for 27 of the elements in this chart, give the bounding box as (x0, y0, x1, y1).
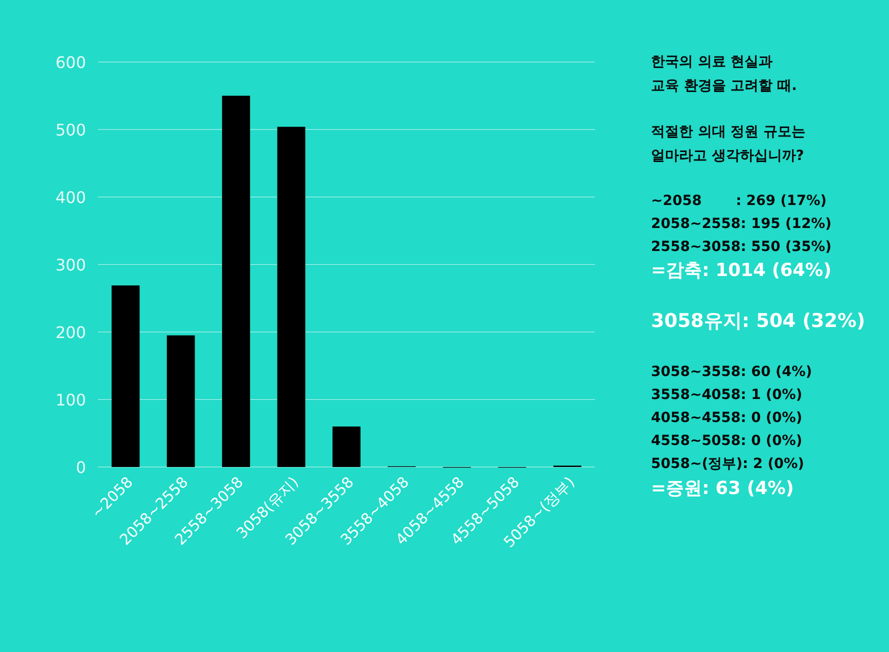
text: =감축: 1014 (64%) (651, 260, 832, 281)
text: ~2058 : 269 (17%) (651, 193, 827, 209)
text: =증원: 63 (4%) (651, 478, 794, 499)
text: 2558~3058: 550 (35%) (651, 239, 832, 255)
y-tick-label: 300 (55, 256, 86, 274)
y-tick-label: 0 (76, 458, 86, 477)
bar (277, 126, 306, 467)
bar (222, 96, 250, 467)
y-tick-label: 500 (55, 120, 86, 140)
text: 얼마라고 생각하십니까? (651, 148, 804, 164)
y-tick-label: 600 (55, 53, 86, 72)
y-tick-label: 100 (55, 390, 86, 410)
y-tick-label: 200 (55, 323, 86, 342)
text: 3058~3558: 60 (4%) (651, 364, 812, 380)
text: 4058~4558: 0 (0%) (651, 410, 802, 426)
text: 2058~2558: 195 (12%) (651, 216, 832, 232)
bar (166, 335, 195, 467)
text: 한국의 의료 현실과 (651, 54, 773, 70)
y-tick-label: 400 (55, 188, 86, 207)
text: 교육 환경을 고려할 때. (651, 78, 797, 94)
bar (112, 285, 140, 467)
bar (332, 426, 360, 467)
text: 4558~5058: 0 (0%) (651, 433, 802, 449)
text: 적절한 의대 정원 규모는 (651, 124, 806, 140)
text: 3558~4058: 1 (0%) (651, 387, 802, 403)
text: 5058~(정부): 2 (0%) (651, 456, 804, 472)
text: 3058유지: 504 (32%) (651, 310, 866, 332)
